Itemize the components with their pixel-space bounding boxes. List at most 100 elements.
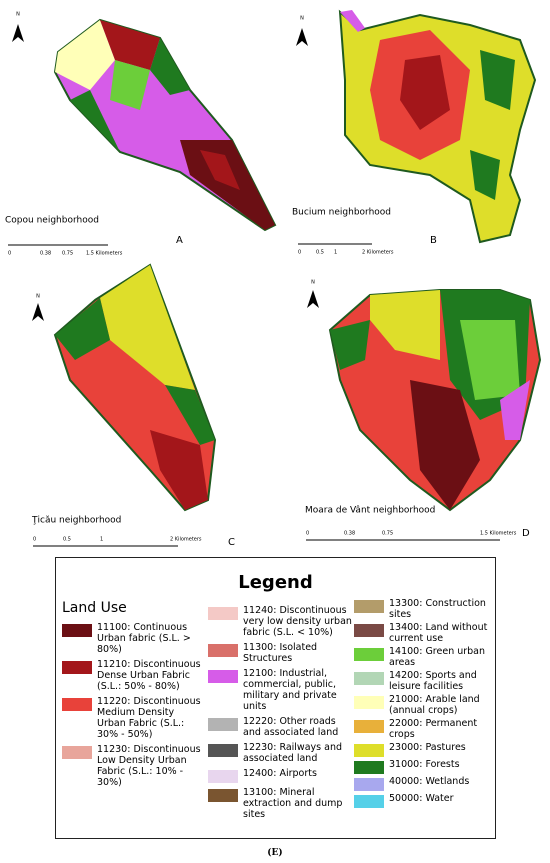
legend-label: 50000: Water: [389, 793, 454, 804]
legend-item: 11230: Discontinuous Low Density Urban F…: [62, 744, 202, 788]
legend-label: 14200: Sports and leisure facilities: [389, 670, 477, 692]
panel-letter: A: [176, 235, 183, 246]
legend-swatch: [354, 778, 384, 791]
scale-label: 0: [8, 251, 11, 257]
legend-swatch: [354, 624, 384, 637]
legend-label: 12220: Other roads and associated land: [243, 716, 339, 738]
legend-item: 11210: Discontinuous Dense Urban Fabric …: [62, 659, 202, 692]
scale-label: 0.38: [344, 531, 355, 537]
legend-column: 11100: Continuous Urban fabric (S.L. > 8…: [62, 622, 202, 788]
legend-label: 40000: Wetlands: [389, 776, 470, 787]
legend-swatch: [354, 696, 384, 709]
legend-item: 14100: Green urban areas: [354, 646, 494, 668]
legend-item: 12100: Industrial, commercial, public, m…: [208, 668, 353, 712]
legend-label: 12230: Railways and associated land: [243, 742, 342, 764]
legend-label: 14100: Green urban areas: [389, 646, 486, 668]
scale-label: 1: [334, 250, 337, 256]
legend-label: 13300: Construction sites: [389, 598, 486, 620]
legend-label: 22000: Permanent crops: [389, 718, 478, 740]
legend-item: 50000: Water: [354, 793, 494, 808]
legend-label: 13400: Land without current use: [389, 622, 488, 644]
legend-title: Legend: [238, 572, 313, 593]
north-label: N: [300, 16, 304, 22]
legend-item: 14200: Sports and leisure facilities: [354, 670, 494, 692]
legend: Legend Land Use 11100: Continuous Urban …: [55, 557, 496, 839]
legend-label: 11100: Continuous Urban fabric (S.L. > 8…: [97, 622, 191, 655]
legend-item: 31000: Forests: [354, 759, 494, 774]
legend-swatch: [208, 644, 238, 657]
legend-label: 11220: Discontinuous Medium Density Urba…: [97, 696, 201, 740]
scale-label: 0.75: [62, 251, 73, 257]
legend-item: 11300: Isolated Structures: [208, 642, 353, 664]
legend-item: 11240: Discontinuous very low density ur…: [208, 605, 353, 638]
legend-label: 31000: Forests: [389, 759, 460, 770]
legend-label: 13100: Mineral extraction and dump sites: [243, 787, 343, 820]
legend-label: 21000: Arable land (annual crops): [389, 694, 480, 716]
scale-label: 0.38: [40, 251, 51, 257]
scale-label: 0.5: [63, 537, 71, 543]
panel-name: Copou neighborhood: [5, 216, 99, 226]
legend-swatch: [208, 789, 238, 802]
north-label: N: [311, 280, 315, 286]
legend-item: 11220: Discontinuous Medium Density Urba…: [62, 696, 202, 740]
panel-letter: B: [430, 235, 437, 246]
legend-label: 23000: Pastures: [389, 742, 466, 753]
scale-label: 1.5 Kilometers: [86, 251, 123, 257]
legend-item: 40000: Wetlands: [354, 776, 494, 791]
panel-letter: D: [522, 528, 530, 539]
legend-swatch: [354, 744, 384, 757]
legend-item: 11100: Continuous Urban fabric (S.L. > 8…: [62, 622, 202, 655]
legend-swatch: [354, 672, 384, 685]
legend-column: 13300: Construction sites 13400: Land wit…: [354, 598, 494, 808]
legend-label: 12400: Airports: [243, 768, 317, 779]
legend-swatch: [208, 670, 238, 683]
scale-label: 0: [306, 531, 309, 537]
legend-swatch: [354, 761, 384, 774]
legend-swatch: [354, 648, 384, 661]
legend-label: 11240: Discontinuous very low density ur…: [243, 605, 352, 638]
legend-label: 11300: Isolated Structures: [243, 642, 318, 664]
scale-label: 0: [298, 250, 301, 256]
legend-label: 11230: Discontinuous Low Density Urban F…: [97, 744, 201, 788]
legend-item: 21000: Arable land (annual crops): [354, 694, 494, 716]
map-d: [328, 289, 542, 512]
legend-swatch: [62, 698, 92, 711]
scale-label: 2 Kilometers: [362, 250, 394, 256]
legend-swatch: [354, 600, 384, 613]
north-label: N: [16, 12, 20, 18]
panel-name: Ţicău neighborhood: [31, 516, 121, 526]
scale-label: 1.5 Kilometers: [480, 531, 517, 537]
map-b: [338, 9, 537, 244]
legend-item: 13100: Mineral extraction and dump sites: [208, 787, 353, 820]
map-a: [53, 18, 277, 232]
map-c: [53, 263, 217, 512]
panel-letter: C: [228, 537, 235, 548]
legend-item: 12230: Railways and associated land: [208, 742, 353, 764]
scale-label: 0.75: [382, 531, 393, 537]
scale-label: 0.5: [316, 250, 324, 256]
legend-item: 13400: Land without current use: [354, 622, 494, 644]
scale-label: 0: [33, 537, 36, 543]
panel-name: Bucium neighborhood: [292, 208, 391, 218]
scale-label: 1: [100, 537, 103, 543]
legend-column: 11240: Discontinuous very low density ur…: [208, 605, 353, 820]
legend-swatch: [354, 795, 384, 808]
legend-item: 23000: Pastures: [354, 742, 494, 757]
panel-name: Moara de Vânt neighborhood: [305, 506, 435, 516]
legend-swatch: [208, 718, 238, 731]
legend-swatch: [208, 744, 238, 757]
north-label: N: [36, 294, 40, 300]
legend-item: 12220: Other roads and associated land: [208, 716, 353, 738]
legend-swatch: [62, 661, 92, 674]
scale-label: 2 Kilometers: [170, 537, 202, 543]
legend-label: 12100: Industrial, commercial, public, m…: [243, 668, 337, 712]
legend-swatch: [208, 770, 238, 783]
legend-item: 13300: Construction sites: [354, 598, 494, 620]
legend-subtitle: Land Use: [62, 600, 127, 616]
legend-swatch: [62, 746, 92, 759]
legend-swatch: [62, 624, 92, 637]
legend-swatch: [354, 720, 384, 733]
caption: (E): [267, 848, 283, 858]
